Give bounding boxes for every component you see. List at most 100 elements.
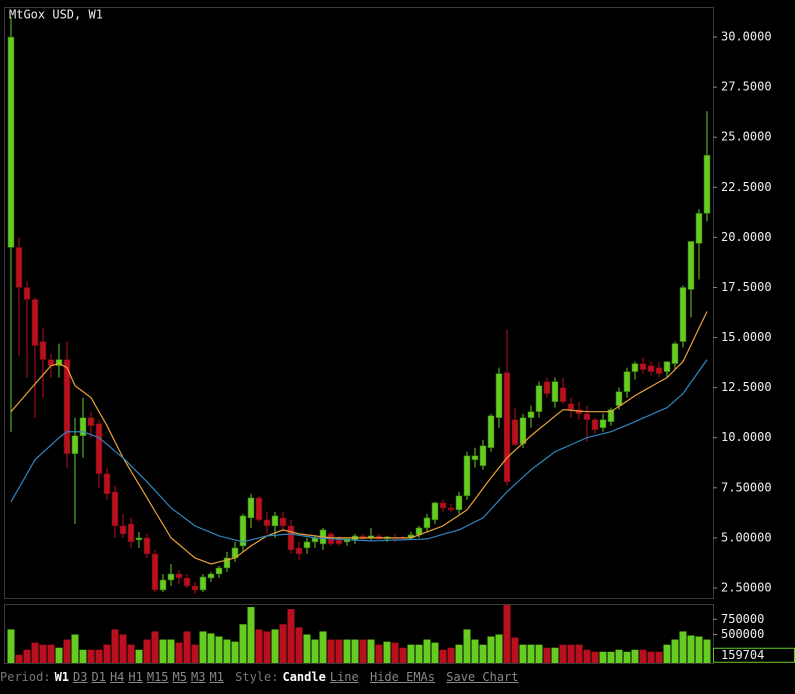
style-label: Style: [235, 670, 279, 684]
volume-bar [383, 641, 391, 663]
candle-body [495, 373, 503, 418]
candle-body [303, 541, 311, 549]
candle-body [455, 495, 463, 511]
period-option[interactable]: M3 [190, 670, 206, 684]
volume-bar [63, 639, 71, 663]
period-label: Period: [0, 670, 51, 684]
volume-bar [135, 649, 143, 663]
volume-bar [127, 644, 135, 663]
y-tick-label: 7.50000 [721, 480, 772, 494]
volume-bar [479, 644, 487, 663]
volume-bar [367, 639, 375, 663]
candle-body [135, 537, 143, 541]
candle-body [607, 409, 615, 423]
volume-bar [223, 639, 231, 663]
volume-bar [511, 637, 519, 663]
volume-bar [71, 634, 79, 663]
volume-bar [151, 631, 159, 663]
y-tick-label: 25.0000 [721, 130, 772, 144]
y2-tick-label: 750000 [721, 612, 764, 626]
candle-body [7, 36, 15, 248]
candle-body [215, 567, 223, 575]
period-option[interactable]: W1 [54, 670, 70, 684]
volume-bar [23, 649, 31, 663]
candle-body [479, 445, 487, 467]
volume-bar [559, 644, 567, 663]
volume-bar [607, 651, 615, 663]
candle-body [663, 361, 671, 372]
volume-bar [575, 644, 583, 663]
y-tick-label: 22.5000 [721, 180, 772, 194]
period-option[interactable]: M5 [172, 670, 187, 684]
candle-body [223, 557, 231, 569]
candle-body [199, 576, 207, 591]
volume-bar [215, 636, 223, 663]
candle-body [623, 371, 631, 392]
candle-body [87, 417, 95, 427]
volume-bar [399, 647, 407, 663]
last-volume-label: 159704 [721, 648, 764, 662]
style-option[interactable]: Line [329, 670, 359, 684]
volume-bar [391, 642, 399, 663]
period-option[interactable]: M1 [209, 670, 224, 684]
candle-body [191, 585, 199, 591]
candle-body [183, 577, 191, 587]
volume-bar [623, 651, 631, 663]
candle-body [143, 537, 151, 555]
candle-body [655, 367, 663, 374]
save-chart-button[interactable]: Save Chart [446, 670, 519, 684]
candle-body [279, 517, 287, 527]
candle-body [39, 341, 47, 360]
volume-bar [343, 639, 351, 663]
volume-bar [279, 624, 287, 663]
candle-body [15, 247, 23, 288]
candle-body [599, 419, 607, 429]
volume-bar [671, 639, 679, 663]
period-option[interactable]: M15 [146, 670, 169, 684]
candle-body [95, 423, 103, 475]
volume-bar [295, 627, 303, 663]
candle-body [647, 365, 655, 372]
volume-bar [263, 631, 271, 663]
volume-bar [199, 631, 207, 663]
style-option[interactable]: Candle [282, 670, 326, 684]
volume-bar [303, 634, 311, 663]
volume-bar [319, 631, 327, 663]
candle-body [639, 363, 647, 370]
volume-bar [463, 629, 471, 663]
period-option[interactable]: H4 [109, 670, 125, 684]
volume-bar [183, 631, 191, 663]
volume-bar [95, 649, 103, 663]
y2-tick-label: 500000 [721, 627, 764, 641]
candle-body [679, 287, 687, 342]
volume-bar [431, 642, 439, 663]
volume-bar [15, 654, 23, 663]
volume-panel [4, 604, 714, 664]
y-tick-label: 27.5000 [721, 80, 772, 94]
period-option[interactable]: D3 [73, 670, 88, 684]
volume-bar [87, 649, 95, 663]
candle-body [207, 573, 215, 579]
candle-body [463, 455, 471, 497]
y-tick-label: 2.50000 [721, 580, 772, 594]
volume-bar [639, 649, 647, 663]
candle-body [503, 372, 511, 483]
candle-body [71, 435, 79, 455]
candle-body [447, 507, 455, 511]
volume-bar [415, 644, 423, 663]
period-option[interactable]: D1 [91, 670, 106, 684]
volume-bar [335, 639, 343, 663]
volume-bar [375, 644, 383, 663]
candle-body [287, 525, 295, 551]
candle-body [103, 473, 111, 495]
y-tick-label: 12.5000 [721, 380, 772, 394]
candle-body [559, 387, 567, 402]
candle-body [591, 419, 599, 431]
candle-body [487, 415, 495, 449]
volume-bar [31, 642, 39, 663]
hide-emas-button[interactable]: Hide EMAs [369, 670, 436, 684]
volume-bar [703, 639, 711, 663]
volume-bar [695, 636, 703, 663]
candle-body [535, 385, 543, 412]
period-option[interactable]: H1 [128, 670, 143, 684]
